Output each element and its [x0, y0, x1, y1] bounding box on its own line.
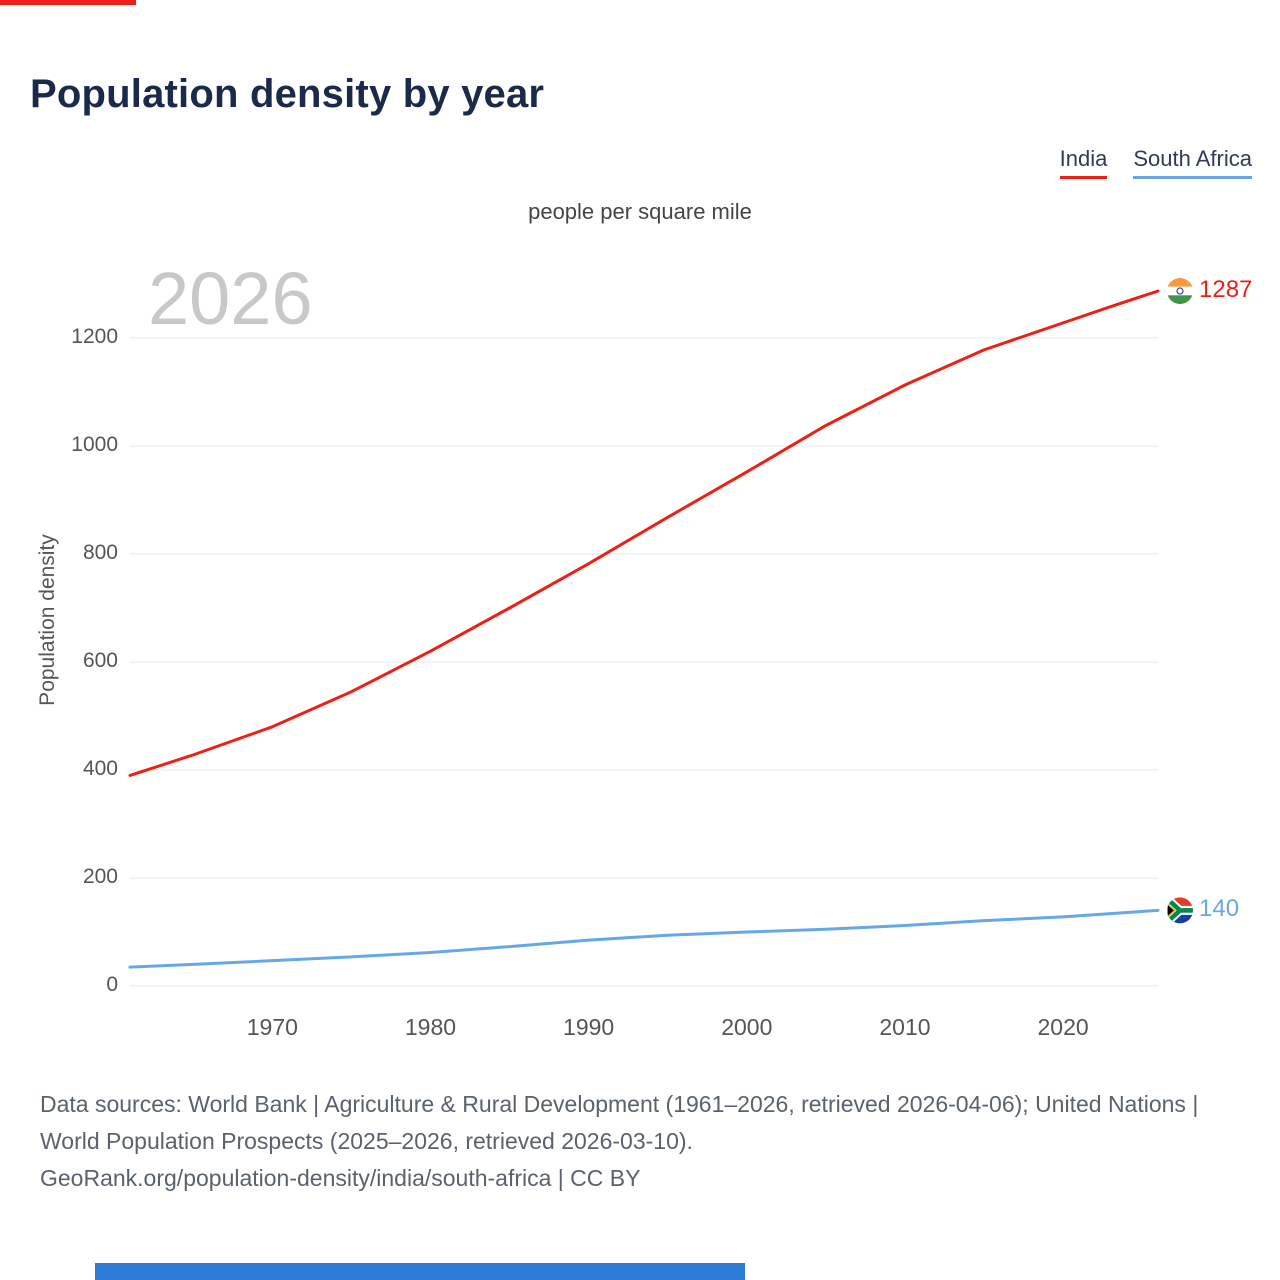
legend-item-india[interactable]: India	[1059, 146, 1108, 179]
series-line-south-africa	[128, 908, 1160, 969]
x-tick-label: 2020	[1037, 1014, 1089, 1040]
chart-subtitle: people per square mile	[528, 199, 752, 224]
x-tick-label: 1990	[563, 1014, 615, 1040]
series-line-india	[128, 289, 1160, 777]
x-tick-label: 2000	[721, 1014, 773, 1040]
y-tick-label: 1000	[71, 433, 118, 456]
y-tick-label: 800	[82, 541, 118, 564]
attribution-link[interactable]: GeoRank.org/population-density/india/sou…	[40, 1164, 641, 1191]
x-tick-label: 2010	[879, 1014, 931, 1040]
data-sources-text: Data sources: World Bank | Agriculture &…	[40, 1091, 1199, 1154]
bottom-blue-bar	[95, 1263, 745, 1280]
south-africa-end-value: 140	[1199, 895, 1240, 923]
y-tick-label: 1200	[71, 325, 118, 348]
y-tick-label: 400	[82, 757, 118, 780]
y-tick-label: 600	[82, 649, 118, 672]
x-tick-label: 1980	[404, 1014, 457, 1040]
y-tick-label: 0	[106, 973, 118, 996]
year-watermark: 2026	[148, 257, 313, 340]
south-africa-flag-icon	[1167, 897, 1193, 924]
top-red-accent-bar	[0, 0, 136, 5]
india-end-value: 1287	[1199, 276, 1253, 304]
footer: Data sources: World Bank | Agriculture &…	[40, 1086, 1245, 1196]
legend: India South Africa	[1059, 146, 1252, 179]
india-flag-icon	[1167, 278, 1193, 305]
page-title: Population density by year	[30, 72, 545, 116]
x-tick-label: 1970	[246, 1014, 298, 1040]
legend-item-south-africa[interactable]: South Africa	[1133, 146, 1252, 179]
y-tick-label: 200	[82, 865, 118, 888]
